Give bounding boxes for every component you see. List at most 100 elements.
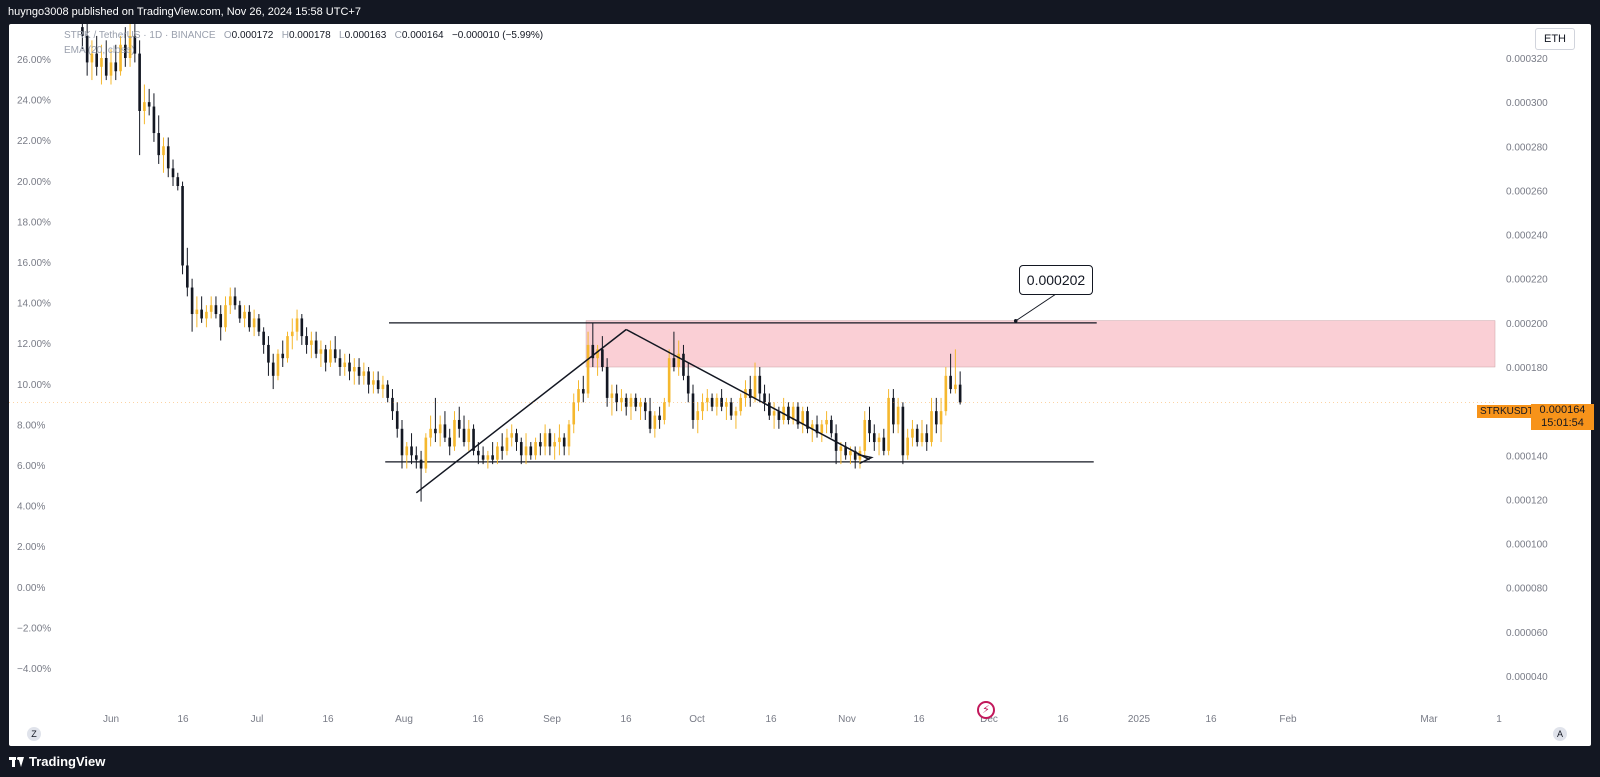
- candle-body: [305, 336, 308, 345]
- right-axis-tick: 0.000060: [1506, 628, 1548, 639]
- zoom-button[interactable]: Z: [27, 727, 41, 741]
- candle-body: [534, 442, 537, 456]
- candle-body: [438, 424, 442, 434]
- candle-body: [395, 411, 399, 429]
- candle-body: [682, 353, 685, 376]
- candle-body: [663, 402, 666, 420]
- candle-body: [791, 406, 795, 420]
- candle-body: [558, 437, 561, 443]
- candle-body: [443, 424, 447, 438]
- candle-body: [453, 419, 456, 447]
- candle-body: [696, 411, 700, 420]
- left-axis-tick: 8.00%: [17, 420, 45, 431]
- candle-body: [238, 305, 242, 319]
- candle-body: [295, 318, 299, 332]
- candle-body: [319, 349, 323, 354]
- candle-body: [548, 433, 552, 447]
- right-axis-tick: 0.000140: [1506, 451, 1548, 462]
- candle-body: [658, 415, 661, 420]
- candle-body: [567, 424, 571, 447]
- trend-line: [625, 328, 870, 461]
- trend-line: [415, 328, 627, 494]
- candle-body: [882, 437, 886, 451]
- candle-body: [772, 411, 776, 416]
- right-axis-tick: 0.000320: [1506, 54, 1548, 65]
- right-axis-tick: 0.000120: [1506, 495, 1548, 506]
- candle-body: [195, 309, 199, 315]
- candle-body: [152, 106, 156, 134]
- price-chart[interactable]: 26.00%24.00%22.00%20.00%18.00%16.00%14.0…: [9, 24, 1591, 746]
- candle-body: [147, 102, 151, 107]
- candle-body: [386, 384, 390, 398]
- candle-body: [519, 442, 523, 456]
- candle-body: [252, 318, 256, 328]
- candle-body: [639, 402, 642, 407]
- candle-body: [243, 311, 246, 319]
- candle-body: [524, 446, 528, 456]
- indicator-legend[interactable]: EMA (20, close): [64, 45, 135, 56]
- left-axis-tick: 26.00%: [17, 55, 51, 66]
- candle-body: [233, 296, 237, 306]
- right-axis-tick: 0.000200: [1506, 319, 1548, 330]
- legend-symbol[interactable]: STRK / TetherUS · 1D · BINANCE: [64, 30, 216, 41]
- auto-scale-button[interactable]: A: [1553, 727, 1567, 741]
- candle-body: [830, 419, 833, 434]
- candle-body: [414, 455, 418, 460]
- x-axis-tick: 16: [1205, 714, 1217, 725]
- candle-body: [262, 331, 265, 345]
- lightning-icon[interactable]: ⚡: [977, 701, 995, 719]
- left-axis-tick: −2.00%: [17, 623, 51, 634]
- candle-body: [815, 424, 819, 434]
- candle-body: [887, 397, 890, 451]
- chart-legend: STRK / TetherUS · 1D · BINANCE O0.000172…: [64, 30, 543, 41]
- legend-c-value: 0.000164: [401, 30, 444, 41]
- candle-body: [725, 402, 728, 407]
- candle-body: [104, 58, 108, 76]
- candle-body: [228, 296, 232, 306]
- candle-body: [863, 419, 867, 451]
- symbol-tag: STRKUSDT: [1477, 405, 1537, 418]
- candle-body: [462, 428, 466, 443]
- left-axis-tick: 4.00%: [17, 502, 45, 513]
- candle-body: [367, 371, 370, 385]
- legend-h-label: H: [281, 30, 289, 41]
- candle-body: [610, 393, 614, 398]
- candle-body: [429, 428, 432, 438]
- candle-body: [944, 375, 948, 412]
- candle-body: [586, 344, 590, 394]
- x-axis-tick: 16: [765, 714, 777, 725]
- candle-body: [768, 402, 771, 416]
- candle-body: [539, 442, 542, 447]
- right-axis-tick: 0.000220: [1506, 275, 1548, 286]
- candle-body: [338, 358, 342, 367]
- candle-body: [729, 402, 733, 416]
- candle-body: [939, 411, 943, 425]
- right-axis-tick: 0.000240: [1506, 231, 1548, 242]
- candle-body: [667, 358, 671, 403]
- candle-body: [434, 428, 437, 434]
- brand[interactable]: TradingView: [9, 746, 105, 777]
- candle-body: [300, 318, 304, 337]
- candle-body: [138, 53, 141, 111]
- right-axis-tick: 0.000260: [1506, 186, 1548, 197]
- candle-body: [405, 446, 409, 456]
- resistance-zone: [585, 320, 1496, 368]
- candle-body: [624, 397, 628, 407]
- compare-symbol-button[interactable]: ETH: [1535, 28, 1575, 50]
- candle-body: [853, 450, 857, 460]
- price-callout[interactable]: 0.000202: [1019, 265, 1093, 295]
- left-axis-tick: 12.00%: [17, 339, 51, 350]
- right-axis-tick: 0.000040: [1506, 672, 1548, 683]
- candle-body: [896, 406, 900, 425]
- legend-l-label: L: [339, 30, 345, 41]
- candle-body: [877, 437, 881, 443]
- last-price: 0.000164: [1539, 404, 1586, 416]
- chart-frame[interactable]: 26.00% 24.00% 22.00% 20.00% 18.00% 16.00% 14.0…: [9, 24, 1591, 746]
- candle-body: [954, 384, 957, 390]
- left-axis-tick: 16.00%: [17, 258, 51, 269]
- last-price-tag: 0.000164 15:01:54: [1531, 404, 1594, 430]
- right-axis-tick: 0.000280: [1506, 142, 1548, 153]
- candle-body: [629, 397, 633, 407]
- candle-body: [343, 362, 347, 367]
- candle-body: [686, 375, 690, 394]
